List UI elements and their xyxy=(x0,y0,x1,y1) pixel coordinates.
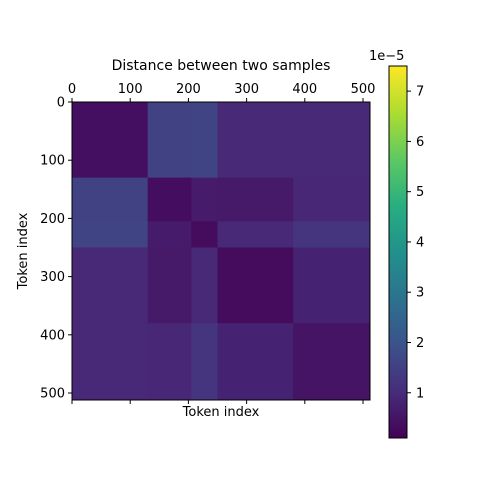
y-tick-label: 200 xyxy=(40,212,65,227)
heatmap-block xyxy=(72,221,149,248)
x-axis-label: Token index xyxy=(182,405,260,420)
x-tick-label: 500 xyxy=(351,82,376,97)
heatmap-block xyxy=(217,102,294,179)
x-tick-label: 300 xyxy=(234,82,259,97)
heatmap-block xyxy=(293,102,371,179)
x-tick-label: 100 xyxy=(118,82,143,97)
heatmap-block xyxy=(217,221,294,248)
colorbar-ticks: 1 2 3 4 5 6 7 xyxy=(407,85,424,401)
colorbar-tick-label: 1 xyxy=(416,386,424,401)
heatmap-block xyxy=(191,177,218,222)
heatmap-block xyxy=(191,102,218,179)
y-tick-label: 300 xyxy=(40,270,65,285)
heatmap-block xyxy=(293,177,371,222)
heatmap-block xyxy=(72,323,149,401)
colorbar-tick-label: 7 xyxy=(416,85,424,100)
colorbar-tick-label: 5 xyxy=(416,185,424,200)
colorbar xyxy=(388,65,408,439)
heatmap-block xyxy=(293,323,371,401)
x-tick-label: 200 xyxy=(176,82,201,97)
heatmap-cells xyxy=(72,102,371,401)
y-tick-label: 100 xyxy=(40,154,65,169)
heatmap-block xyxy=(147,177,192,222)
heatmap-block xyxy=(191,323,218,401)
colorbar-offset-label: 1e−5 xyxy=(369,49,404,64)
x-tick-label: 400 xyxy=(292,82,317,97)
heatmap-block xyxy=(72,177,149,222)
colorbar-tick-label: 6 xyxy=(416,135,424,150)
heatmap-block xyxy=(217,177,294,222)
y-tick-label: 500 xyxy=(40,387,65,402)
x-tick-label: 0 xyxy=(68,82,76,97)
heatmap-block xyxy=(147,247,192,324)
heatmap-frame xyxy=(71,101,371,401)
x-axis-ticks: 0 100 200 300 400 500 xyxy=(68,82,376,404)
colorbar-tick-label: 4 xyxy=(416,235,424,250)
colorbar-tick-label: 3 xyxy=(416,286,424,301)
heatmap-block xyxy=(72,102,149,179)
colorbar-tick-label: 2 xyxy=(416,336,424,351)
y-axis-label: Token index xyxy=(16,212,31,290)
heatmap-block xyxy=(293,221,371,248)
heatmap-block xyxy=(191,247,218,324)
heatmap-block xyxy=(217,323,294,401)
heatmap-block xyxy=(147,323,192,401)
chart-title: Distance between two samples xyxy=(112,58,331,74)
heatmap-block xyxy=(217,247,294,324)
heatmap-block xyxy=(293,247,371,324)
y-tick-label: 400 xyxy=(40,328,65,343)
y-tick-label: 0 xyxy=(57,96,65,111)
heatmap-block xyxy=(147,102,192,179)
heatmap-block xyxy=(191,221,218,248)
heatmap-block xyxy=(147,221,192,248)
heatmap-block xyxy=(72,247,149,324)
y-axis-ticks: 0 100 200 300 400 500 xyxy=(40,96,72,402)
